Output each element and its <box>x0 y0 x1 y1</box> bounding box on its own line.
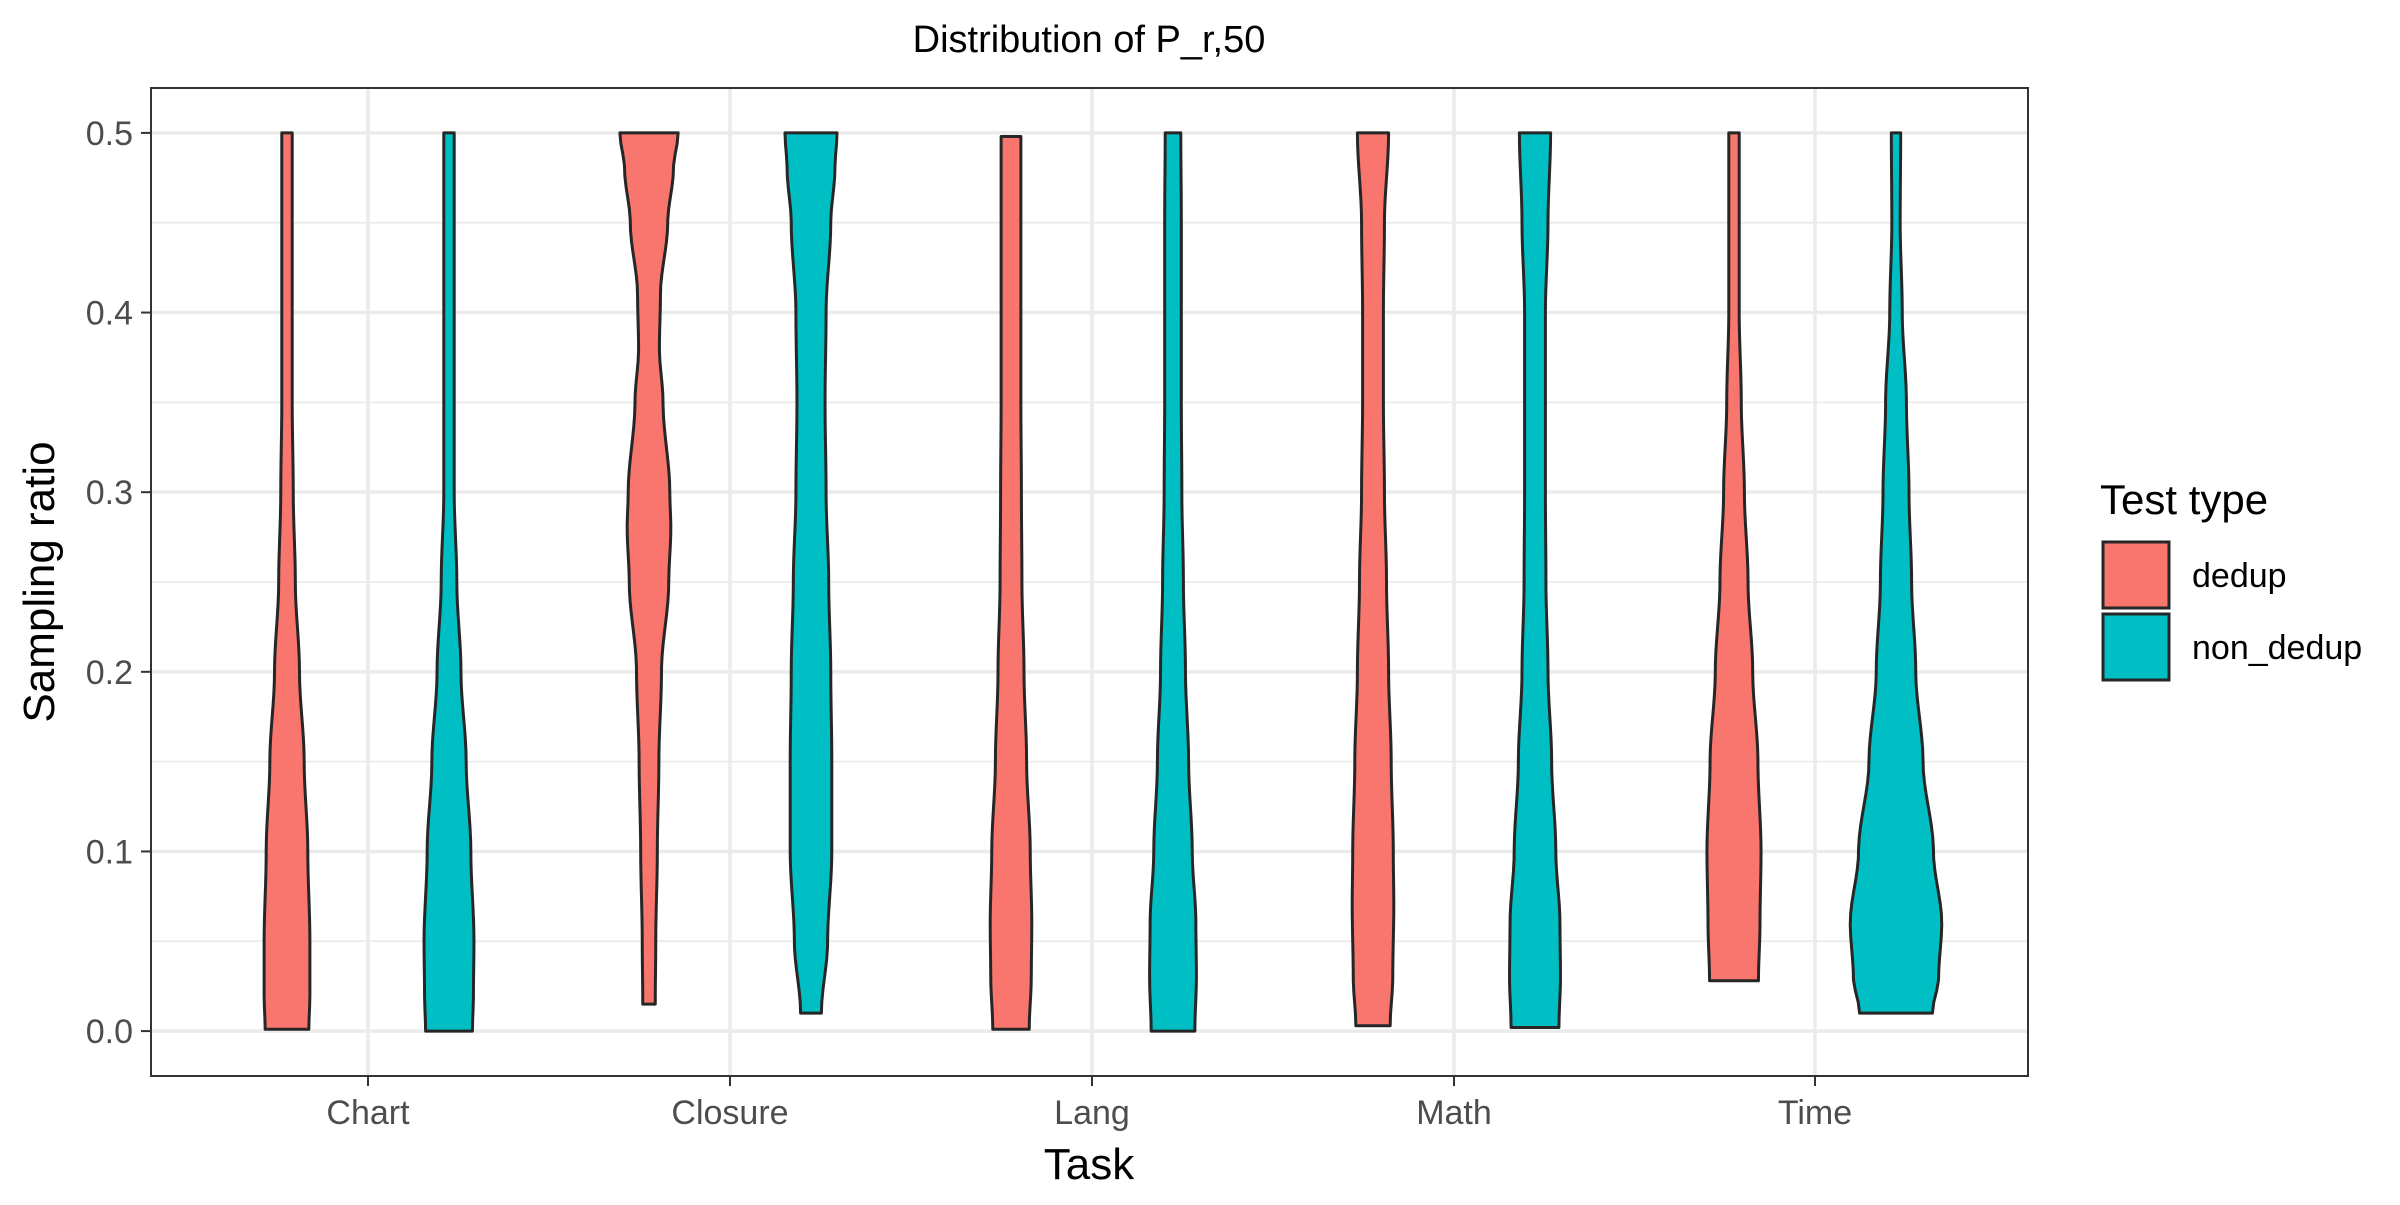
legend-key-non_dedup <box>2101 612 2171 682</box>
y-tick-label: 0.3 <box>86 474 133 512</box>
plot-title: Distribution of P_r,50 <box>913 19 1266 61</box>
x-tick-label: Time <box>1778 1094 1852 1132</box>
violin-non_dedup-math <box>1508 131 1562 1029</box>
x-tick-label: Chart <box>326 1094 410 1132</box>
violin-non_dedup-time <box>1848 131 1944 1015</box>
violin-dedup-lang <box>988 135 1034 1031</box>
y-axis-title: Sampling ratio <box>15 441 64 722</box>
legend-key-dedup <box>2101 540 2171 610</box>
x-tick-label: Math <box>1416 1094 1492 1132</box>
x-tick-label: Lang <box>1054 1094 1130 1132</box>
y-tick-label: 0.5 <box>86 115 133 153</box>
violin-non_dedup-lang <box>1148 131 1198 1033</box>
legend-label-dedup: dedup <box>2192 557 2287 595</box>
y-tick-label: 0.1 <box>86 833 133 871</box>
violin-dedup-math <box>1350 131 1396 1028</box>
legend-entries: dedup non_dedup <box>2101 540 2362 682</box>
legend: Test type dedup non_dedup <box>2100 476 2362 682</box>
axis-layer: 0.0 0.1 0.2 0.3 0.4 0.5 Chart Closure Lang Math Ti… <box>86 115 1852 1132</box>
x-tick-label: Closure <box>671 1094 788 1132</box>
x-axis-title: Task <box>1044 1140 1135 1189</box>
violin-dedup-time <box>1705 131 1763 983</box>
violin-non_dedup-closure <box>783 131 839 1015</box>
y-tick-label: 0.0 <box>86 1013 133 1051</box>
violin-dedup-chart <box>262 131 312 1031</box>
y-tick-label: 0.2 <box>86 654 133 692</box>
violin-dedup-closure <box>618 131 680 1006</box>
violin-non_dedup-chart <box>422 131 476 1033</box>
violin-layer <box>262 131 1944 1033</box>
panel-border <box>150 87 2029 1077</box>
y-tick-label: 0.4 <box>86 295 133 333</box>
legend-title: Test type <box>2100 476 2268 523</box>
legend-label-non_dedup: non_dedup <box>2192 629 2362 667</box>
